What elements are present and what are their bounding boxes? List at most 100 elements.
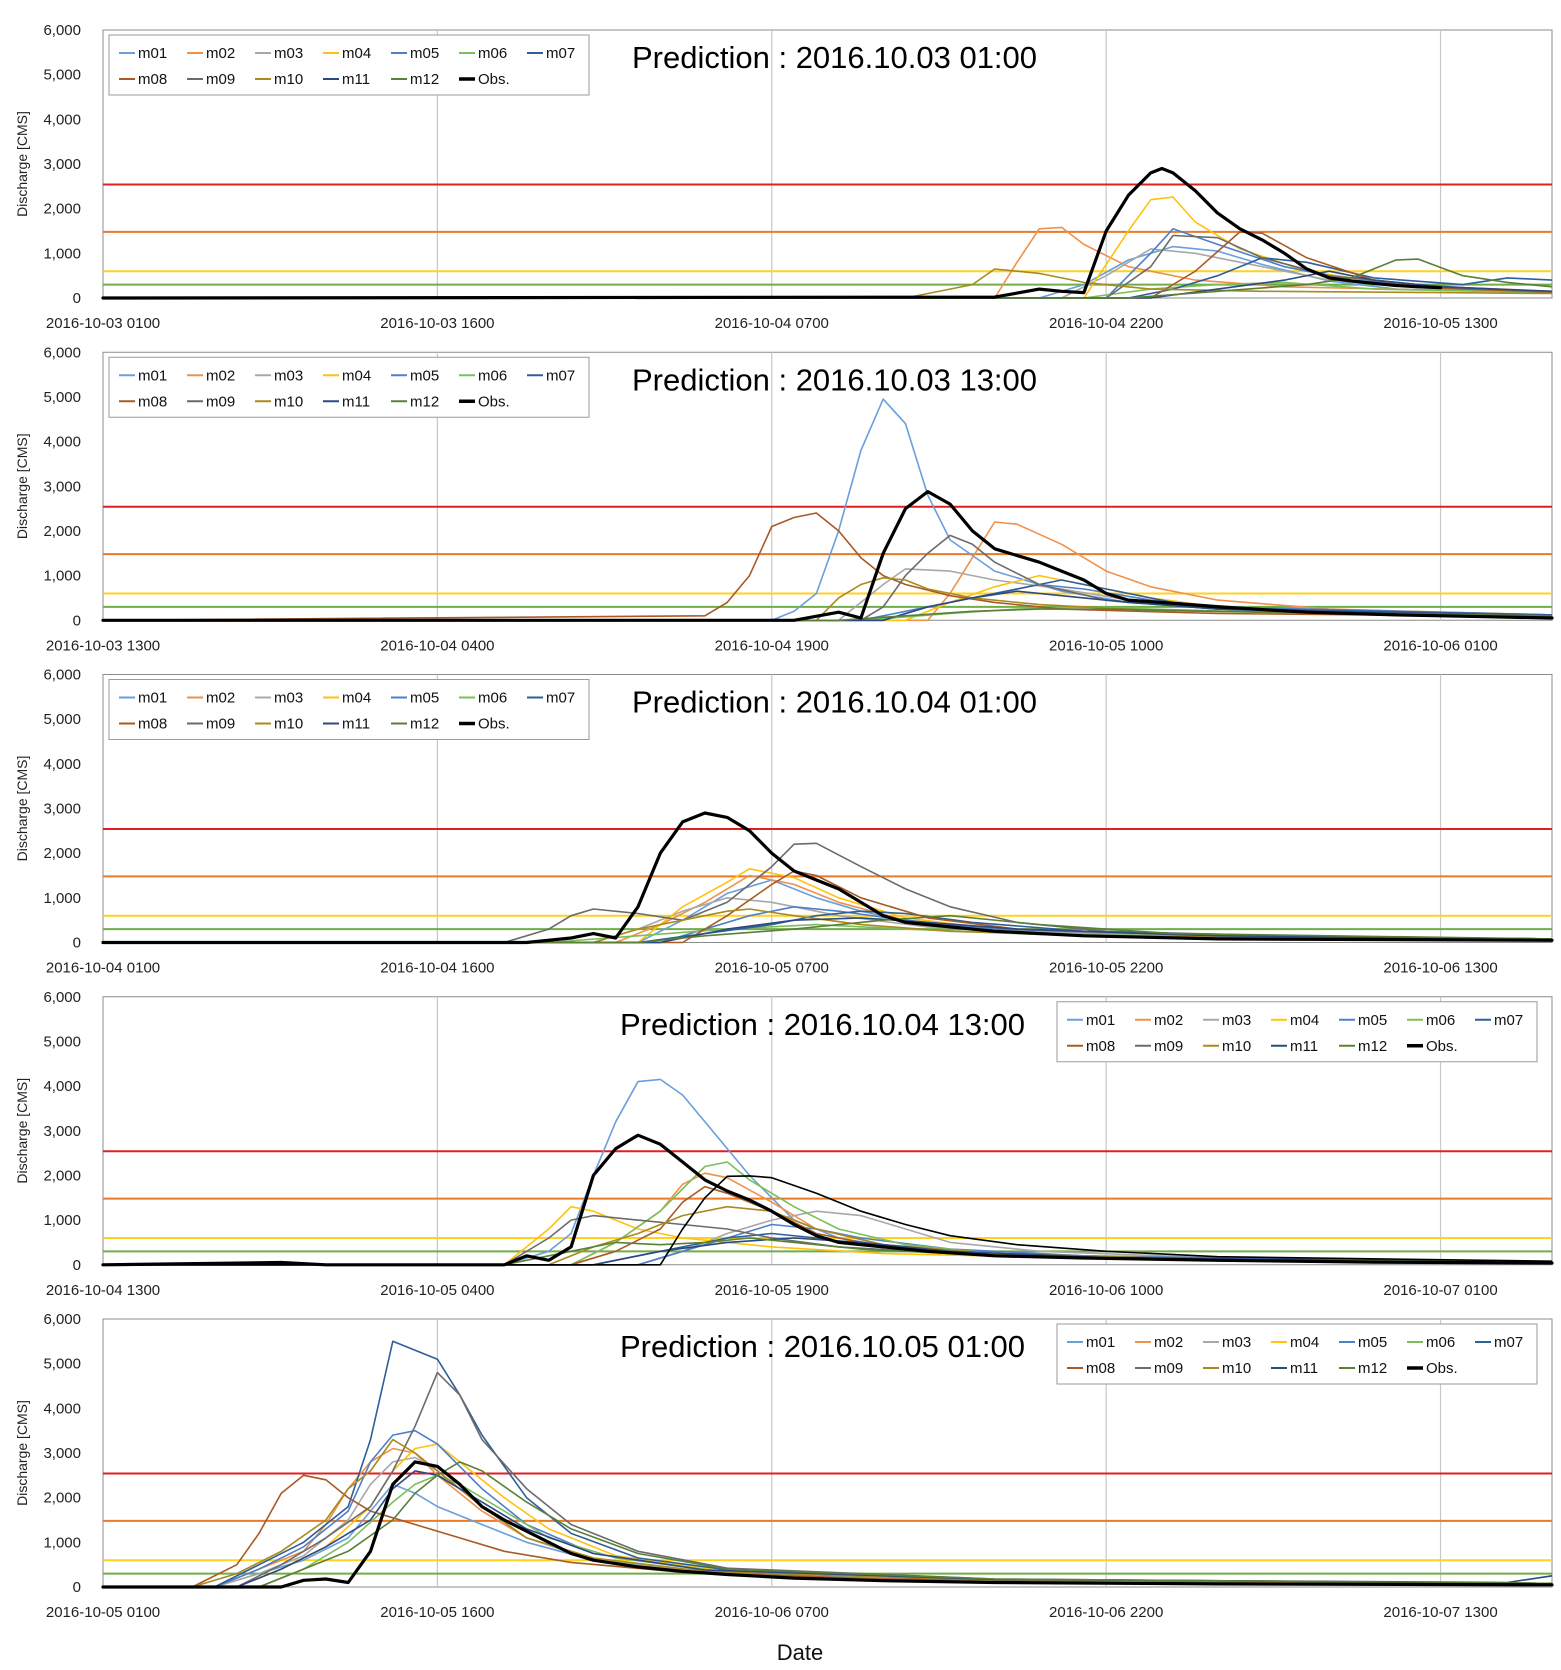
x-tick-label: 2016-10-06 2200 bbox=[1049, 1604, 1163, 1621]
legend-label: m09 bbox=[1154, 1038, 1183, 1055]
legend-box bbox=[108, 356, 590, 418]
y-tick-label: 4,000 bbox=[43, 756, 81, 773]
legend-label: m02 bbox=[1154, 1334, 1183, 1351]
series-line-m10 bbox=[103, 268, 1553, 299]
y-tick-label: 2,000 bbox=[43, 1490, 81, 1507]
y-tick-label: 6,000 bbox=[43, 989, 81, 1006]
legend-label: m09 bbox=[206, 393, 235, 410]
legend-label: m08 bbox=[1086, 1038, 1115, 1055]
y-tick-label: 1,000 bbox=[43, 568, 81, 585]
panel-1: 0 1,000 2,000 3,000 4,000 5,000 6,000 Discharge… bbox=[14, 22, 1553, 332]
legend-label: m12 bbox=[1358, 1360, 1387, 1377]
series-line-obs bbox=[101, 166, 1443, 300]
legend-label: m05 bbox=[1358, 1012, 1387, 1029]
legend-label: m11 bbox=[1290, 1360, 1318, 1377]
x-tick-label: 2016-10-07 0100 bbox=[1383, 1282, 1497, 1299]
x-tick-label: 2016-10-05 0700 bbox=[715, 960, 829, 977]
x-tick-label: 2016-10-06 1000 bbox=[1049, 1282, 1163, 1299]
y-tick-label: 3,000 bbox=[43, 1445, 81, 1462]
legend-label: m04 bbox=[342, 45, 371, 62]
series-line-obs bbox=[101, 490, 1554, 622]
y-tick-label: 5,000 bbox=[43, 389, 81, 406]
legend: m01 m02 m03 m04 m05 m06 m07 m08 m09 m10 m11 m12 Obs. bbox=[108, 679, 590, 740]
y-tick-label: 1,000 bbox=[43, 1212, 81, 1229]
legend-label: Obs. bbox=[1426, 1038, 1458, 1055]
x-tick-label: 2016-10-07 1300 bbox=[1383, 1604, 1497, 1621]
y-tick-label: 3,000 bbox=[43, 801, 81, 818]
y-axis-label: Discharge [CMS] bbox=[14, 1078, 30, 1184]
y-tick-label: 5,000 bbox=[43, 1356, 81, 1373]
y-tick-label: 1,000 bbox=[43, 1534, 81, 1551]
legend-label: m06 bbox=[478, 45, 507, 62]
legend-label: m01 bbox=[138, 690, 167, 707]
y-tick-label: 2,000 bbox=[43, 201, 81, 218]
panel-title: Prediction : 2016.10.04 01:00 bbox=[632, 685, 1037, 720]
legend-label: m07 bbox=[546, 367, 575, 384]
legend: m01 m02 m03 m04 m05 m06 m07 m08 m09 m10 m11 m12 Obs. bbox=[1056, 1001, 1538, 1063]
legend-label: m03 bbox=[1222, 1334, 1251, 1351]
y-tick-label: 3,000 bbox=[43, 478, 81, 495]
y-tick-label: 0 bbox=[73, 612, 81, 629]
x-tick-label: 2016-10-03 0100 bbox=[46, 315, 160, 332]
y-tick-label: 2,000 bbox=[43, 845, 81, 862]
y-tick-label: 3,000 bbox=[43, 156, 81, 173]
legend-label: m11 bbox=[342, 716, 370, 733]
legend-label: m07 bbox=[1494, 1334, 1523, 1351]
legend-label: m09 bbox=[1154, 1360, 1183, 1377]
series-line-m12 bbox=[103, 608, 1553, 622]
y-tick-label: 0 bbox=[73, 290, 81, 307]
x-tick-label: 2016-10-05 1900 bbox=[715, 1282, 829, 1299]
legend-label: m10 bbox=[1222, 1038, 1251, 1055]
x-tick-label: 2016-10-06 0700 bbox=[715, 1604, 829, 1621]
legend-label: Obs. bbox=[478, 393, 510, 410]
y-tick-label: 5,000 bbox=[43, 711, 81, 728]
series-line-m12 bbox=[103, 258, 1553, 299]
series-line-m12 bbox=[103, 1461, 1553, 1588]
y-tick-label: 1,000 bbox=[43, 890, 81, 907]
y-tick-label: 6,000 bbox=[43, 22, 81, 39]
legend-label: m06 bbox=[1426, 1012, 1455, 1029]
series-line-m08 bbox=[103, 1474, 1553, 1588]
x-tick-label: 2016-10-04 0400 bbox=[380, 637, 494, 654]
legend-label: m06 bbox=[478, 367, 507, 384]
series-line-m07 bbox=[103, 1340, 1553, 1588]
legend-label: m04 bbox=[1290, 1334, 1319, 1351]
x-tick-label: 2016-10-04 0700 bbox=[715, 315, 829, 332]
series-line-m07 bbox=[103, 256, 1553, 299]
legend-label: m01 bbox=[138, 45, 167, 62]
x-tick-label: 2016-10-04 1300 bbox=[46, 1282, 160, 1299]
x-tick-label: 2016-10-04 1900 bbox=[715, 637, 829, 654]
legend-label: m10 bbox=[274, 716, 303, 733]
y-axis-label: Discharge [CMS] bbox=[14, 433, 30, 539]
panel-5: 0 1,000 2,000 3,000 4,000 5,000 6,000 Discharge… bbox=[14, 1311, 1554, 1621]
legend: m01 m02 m03 m04 m05 m06 m07 m08 m09 m10 m11 m12 Obs. bbox=[1056, 1323, 1538, 1385]
y-tick-label: 1,000 bbox=[43, 245, 81, 262]
series-line-obs bbox=[101, 811, 1554, 945]
series-line-m02 bbox=[103, 521, 1553, 622]
legend-label: m05 bbox=[410, 690, 439, 707]
x-tick-label: 2016-10-06 0100 bbox=[1383, 637, 1497, 654]
legend-label: m07 bbox=[1494, 1012, 1523, 1029]
y-axis-label: Discharge [CMS] bbox=[14, 1400, 30, 1506]
panel-title: Prediction : 2016.10.03 01:00 bbox=[632, 40, 1037, 75]
legend-label: m03 bbox=[274, 367, 303, 384]
legend-label: m05 bbox=[410, 45, 439, 62]
legend-label: m08 bbox=[138, 71, 167, 88]
legend-label: m01 bbox=[138, 367, 167, 384]
y-tick-label: 3,000 bbox=[43, 1123, 81, 1140]
series-line-m04 bbox=[103, 1205, 1553, 1266]
legend-box bbox=[1056, 1001, 1538, 1063]
y-tick-label: 2,000 bbox=[43, 1167, 81, 1184]
legend-label: m10 bbox=[274, 71, 303, 88]
legend-label: m07 bbox=[546, 45, 575, 62]
legend-label: m06 bbox=[1426, 1334, 1455, 1351]
y-tick-label: 0 bbox=[73, 1257, 81, 1274]
legend-label: m07 bbox=[546, 690, 575, 707]
y-tick-label: 5,000 bbox=[43, 67, 81, 84]
legend-label: m03 bbox=[1222, 1012, 1251, 1029]
panel-title: Prediction : 2016.10.03 13:00 bbox=[632, 362, 1037, 397]
legend-label: m09 bbox=[206, 71, 235, 88]
y-tick-label: 0 bbox=[73, 1579, 81, 1596]
legend-label: Obs. bbox=[478, 716, 510, 733]
